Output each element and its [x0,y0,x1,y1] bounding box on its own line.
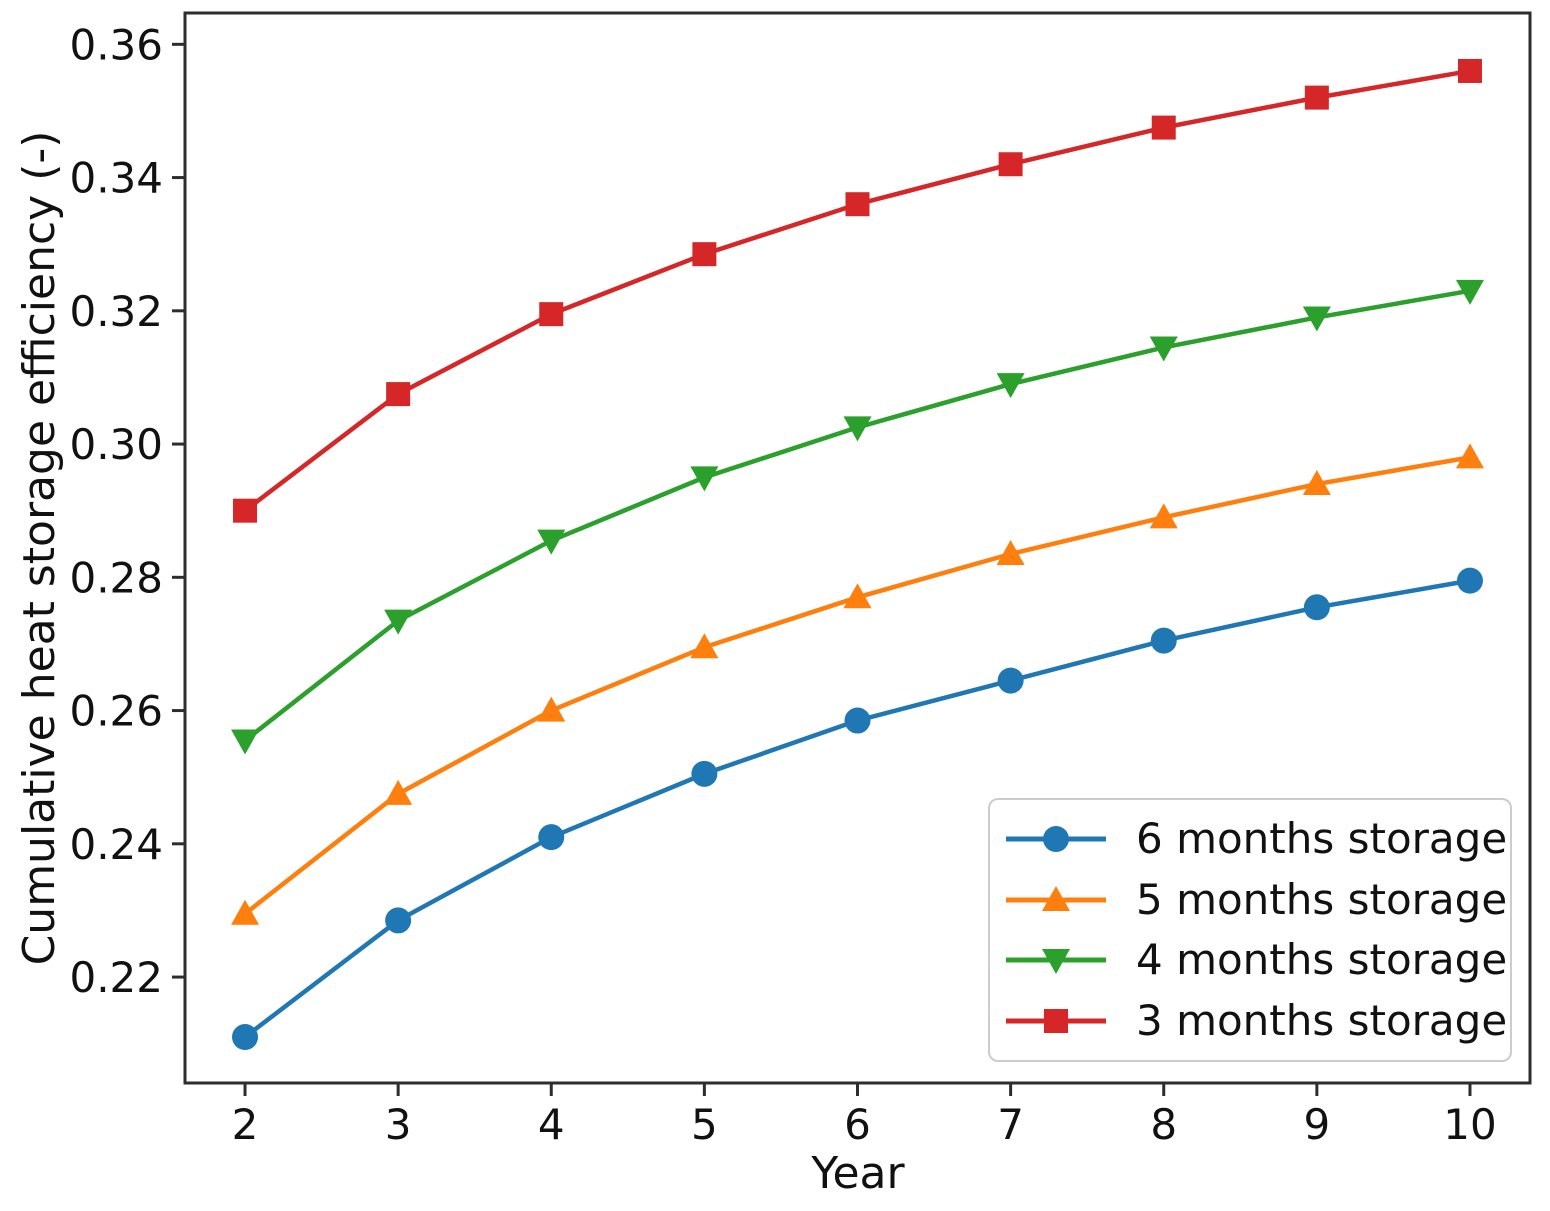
data-point-circle [538,824,565,851]
legend-marker-triangle-down-icon [1006,949,1106,975]
series-line-3-months-storage [242,68,1473,513]
y-tick-label: 0.36 [69,20,163,69]
data-point-triangle-up [1042,885,1070,911]
data-point-square [1151,115,1176,140]
data-point-circle [232,1024,259,1051]
legend-marker-circle-icon [1006,826,1106,852]
x-tick-label: 7 [997,1100,1024,1149]
x-axis-label: Year [811,1148,905,1199]
data-point-triangle-down [537,529,566,555]
data-point-circle [1303,594,1330,621]
data-point-circle [1043,826,1069,852]
legend-label: 3 months storage [1136,995,1508,1045]
data-point-circle [1150,627,1177,654]
legend: 6 months storage 5 months storage 4 mont… [988,798,1512,1062]
data-point-circle [997,667,1024,694]
y-tick-label: 0.22 [69,953,163,1002]
data-point-triangle-down [1302,306,1331,332]
legend-item-6-months-storage: 6 months storage [1004,809,1510,869]
data-point-square [692,242,717,267]
legend-label: 5 months storage [1136,874,1508,924]
data-point-triangle-up [1302,470,1331,496]
data-point-square [1457,58,1482,83]
x-tick-label: 9 [1303,1100,1330,1149]
data-point-triangle-up [384,779,413,805]
y-tick-label: 0.32 [69,287,163,336]
legend-label: 4 months storage [1136,935,1508,985]
data-point-circle [385,907,412,934]
data-point-circle [1456,567,1483,594]
data-point-triangle-down [1149,336,1178,362]
x-tick-label: 5 [691,1100,718,1149]
data-point-square [539,302,564,327]
x-tick-label: 4 [538,1100,565,1149]
data-point-triangle-down [690,466,719,492]
series-line-4-months-storage [242,288,1473,743]
data-point-square [233,498,258,523]
y-tick-label: 0.28 [69,553,163,602]
data-point-circle [844,707,871,734]
data-point-triangle-up [996,539,1025,565]
legend-marker-square-icon [1006,1008,1106,1033]
data-point-square [1304,85,1329,110]
legend-item-5-months-storage: 5 months storage [1004,870,1510,930]
x-tick-label: 3 [385,1100,412,1149]
data-point-triangle-down [996,373,1025,399]
y-tick-label: 0.24 [69,820,163,869]
data-point-triangle-up [843,583,872,609]
data-point-triangle-down [231,729,260,755]
data-point-triangle-up [231,899,260,925]
data-point-triangle-up [1455,443,1484,469]
data-point-square [386,382,411,407]
x-tick-label: 10 [1443,1100,1496,1149]
x-tick-label: 6 [844,1100,871,1149]
data-point-triangle-down [384,609,413,635]
data-point-triangle-down [1042,949,1070,975]
legend-marker-triangle-up-icon [1006,885,1106,911]
legend-item-3-months-storage: 3 months storage [1004,991,1510,1051]
data-point-triangle-down [843,416,872,442]
data-point-triangle-up [1149,503,1178,529]
data-point-triangle-down [1455,279,1484,305]
x-tick-label: 2 [232,1100,259,1149]
data-point-triangle-up [690,633,719,659]
y-axis-label: Cumulative heat storage efficiency (-) [14,130,65,966]
y-tick-label: 0.26 [69,687,163,736]
legend-label: 6 months storage [1136,814,1508,863]
data-point-square [1044,1008,1068,1033]
data-point-square [998,152,1023,177]
y-tick-label: 0.34 [69,154,163,203]
x-tick-label: 8 [1150,1100,1177,1149]
legend-item-4-months-storage: 4 months storage [1004,930,1510,990]
data-point-square [845,192,870,217]
y-tick-label: 0.30 [69,420,163,469]
data-point-triangle-up [537,696,566,722]
data-point-circle [691,760,718,787]
